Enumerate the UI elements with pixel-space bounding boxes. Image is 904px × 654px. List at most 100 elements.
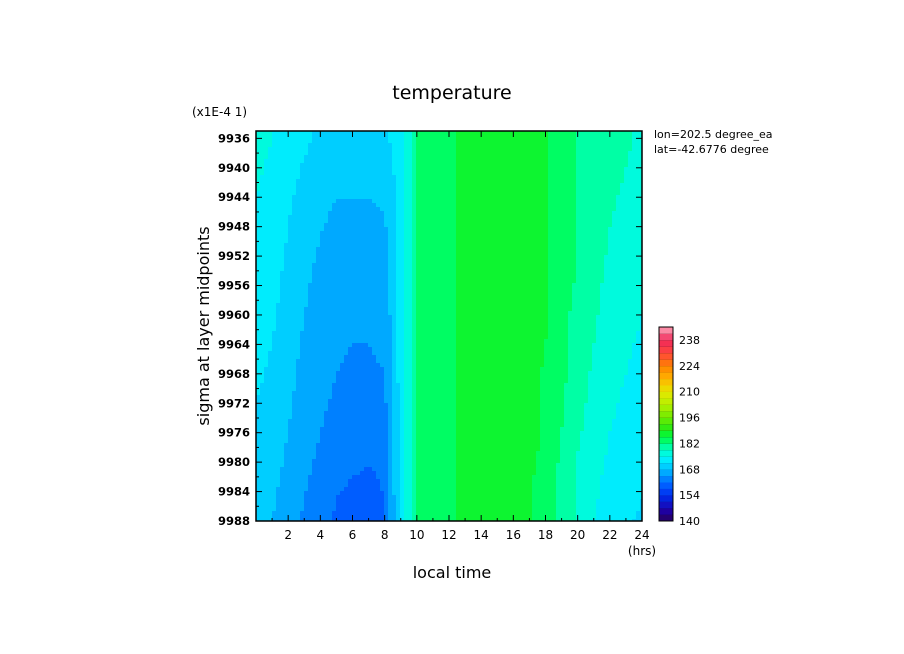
- heatmap-cell: [512, 215, 517, 220]
- heatmap-cell: [484, 327, 489, 332]
- heatmap-cell: [344, 275, 349, 280]
- heatmap-cell: [336, 279, 341, 284]
- heatmap-cell: [460, 271, 465, 276]
- heatmap-cell: [432, 327, 437, 332]
- heatmap-cell: [396, 159, 401, 164]
- heatmap-cell: [272, 279, 277, 284]
- heatmap-cell: [512, 167, 517, 172]
- heatmap-cell: [276, 243, 281, 248]
- heatmap-cell: [344, 251, 349, 256]
- heatmap-cell: [432, 167, 437, 172]
- heatmap-cell: [300, 203, 305, 208]
- heatmap-cell: [524, 203, 529, 208]
- heatmap-cell: [620, 295, 625, 300]
- heatmap-cell: [324, 131, 329, 136]
- heatmap-cell: [324, 239, 329, 244]
- heatmap-cell: [544, 179, 549, 184]
- heatmap-cell: [276, 183, 281, 188]
- heatmap-cell: [624, 295, 629, 300]
- heatmap-cell: [452, 283, 457, 288]
- heatmap-cell: [392, 151, 397, 156]
- heatmap-cell: [560, 319, 565, 324]
- heatmap-cell: [304, 287, 309, 292]
- heatmap-cell: [296, 195, 301, 200]
- heatmap-cell: [552, 251, 557, 256]
- heatmap-cell: [308, 243, 313, 248]
- heatmap-cell: [320, 199, 325, 204]
- heatmap-cell: [416, 259, 421, 264]
- heatmap-cell: [616, 331, 621, 336]
- heatmap-cell: [544, 187, 549, 192]
- heatmap-cell: [396, 275, 401, 280]
- heatmap-cell: [604, 131, 609, 136]
- heatmap-cell: [352, 191, 357, 196]
- heatmap-cell: [308, 315, 313, 320]
- heatmap-cell: [572, 247, 577, 252]
- heatmap-cell: [296, 291, 301, 296]
- heatmap-cell: [348, 155, 353, 160]
- heatmap-cell: [620, 203, 625, 208]
- heatmap-cell: [576, 255, 581, 260]
- heatmap-cell: [604, 147, 609, 152]
- heatmap-cell: [424, 231, 429, 236]
- heatmap-cell: [356, 187, 361, 192]
- heatmap-cell: [404, 227, 409, 232]
- heatmap-cell: [424, 263, 429, 268]
- heatmap-cell: [420, 139, 425, 144]
- heatmap-cell: [552, 183, 557, 188]
- heatmap-cell: [332, 255, 337, 260]
- heatmap-cell: [296, 275, 301, 280]
- heatmap-cell: [592, 187, 597, 192]
- heatmap-cell: [640, 319, 643, 324]
- heatmap-cell: [544, 155, 549, 160]
- heatmap-cell: [424, 199, 429, 204]
- heatmap-cell: [332, 303, 337, 308]
- heatmap-cell: [276, 215, 281, 220]
- heatmap-cell: [372, 163, 377, 168]
- heatmap-cell: [336, 203, 341, 208]
- heatmap-cell: [284, 327, 289, 332]
- heatmap-cell: [556, 303, 561, 308]
- heatmap-cell: [404, 267, 409, 272]
- heatmap-cell: [536, 139, 541, 144]
- heatmap-cell: [584, 151, 589, 156]
- heatmap-cell: [372, 307, 377, 312]
- heatmap-cell: [408, 259, 413, 264]
- heatmap-cell: [400, 159, 405, 164]
- heatmap-cell: [636, 319, 641, 324]
- heatmap-cell: [584, 215, 589, 220]
- heatmap-cell: [572, 131, 577, 136]
- heatmap-cell: [312, 139, 317, 144]
- heatmap-cell: [500, 275, 505, 280]
- heatmap-cell: [444, 295, 449, 300]
- heatmap-cell: [396, 259, 401, 264]
- heatmap-cell: [408, 283, 413, 288]
- heatmap-cell: [592, 319, 597, 324]
- heatmap-cell: [448, 279, 453, 284]
- heatmap-cell: [400, 163, 405, 168]
- heatmap-cell: [340, 299, 345, 304]
- heatmap-cell: [316, 227, 321, 232]
- heatmap-cell: [532, 151, 537, 156]
- heatmap-cell: [368, 223, 373, 228]
- heatmap-cell: [372, 147, 377, 152]
- heatmap-cell: [560, 143, 565, 148]
- heatmap-cell: [572, 223, 577, 228]
- heatmap-cell: [492, 171, 497, 176]
- heatmap-cell: [432, 203, 437, 208]
- heatmap-cell: [504, 195, 509, 200]
- heatmap-cell: [572, 159, 577, 164]
- heatmap-cell: [568, 143, 573, 148]
- heatmap-cell: [616, 135, 621, 140]
- heatmap-cell: [364, 219, 369, 224]
- heatmap-cell: [608, 135, 613, 140]
- heatmap-cell: [404, 307, 409, 312]
- heatmap-cell: [436, 323, 441, 328]
- heatmap-cell: [256, 131, 261, 136]
- heatmap-cell: [368, 243, 373, 248]
- heatmap-cell: [276, 211, 281, 216]
- heatmap-cell: [328, 155, 333, 160]
- heatmap-cell: [372, 143, 377, 148]
- heatmap-cell: [368, 155, 373, 160]
- heatmap-cell: [588, 147, 593, 152]
